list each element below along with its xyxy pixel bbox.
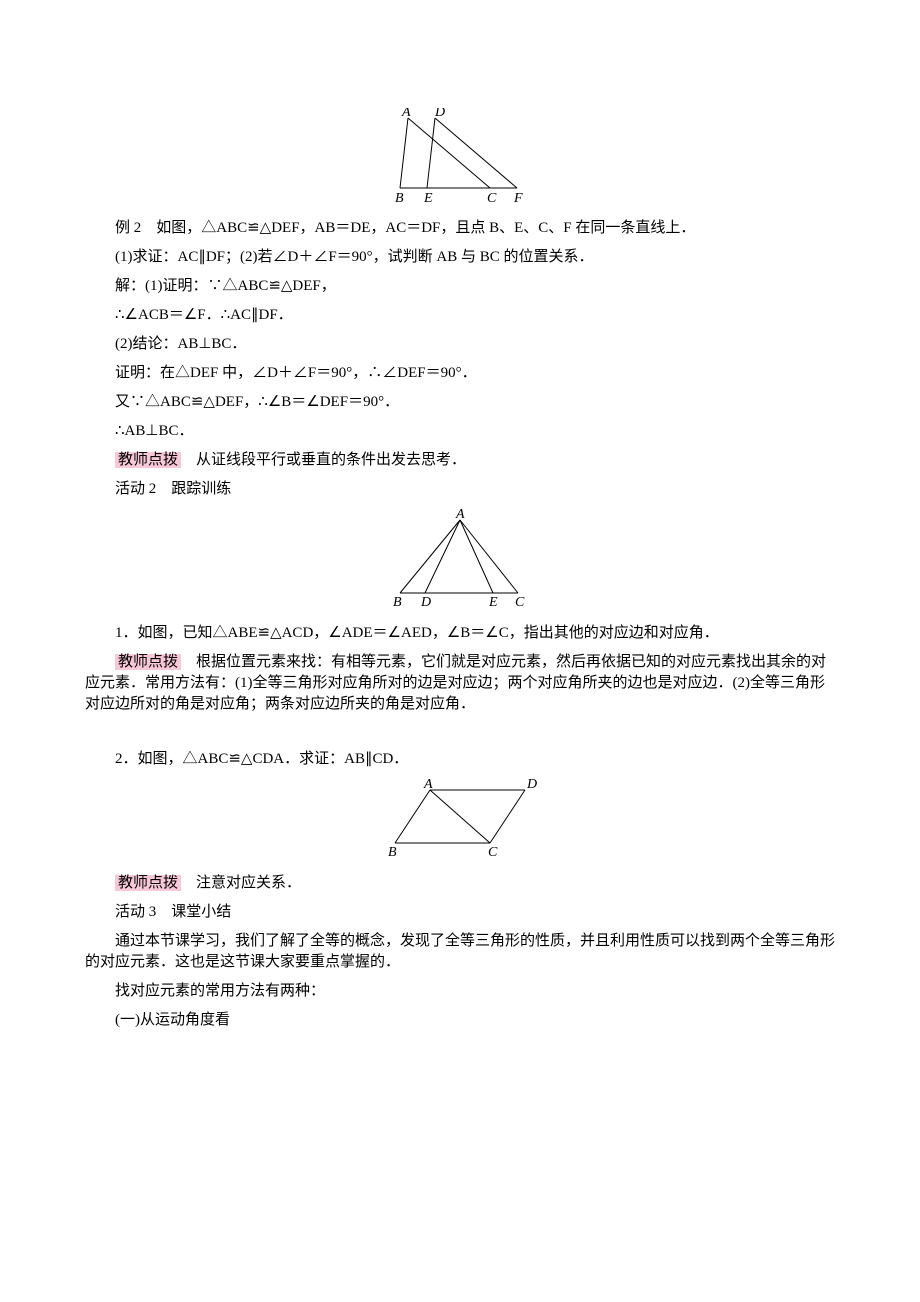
summary-line-3: (一)从运动角度看 (85, 1010, 835, 1031)
figure-3: A D B C (85, 778, 835, 865)
example-2-sol-line3: (2)结论：AB⊥BC． (85, 334, 835, 355)
svg-text:B: B (395, 191, 404, 203)
summary-line-1: 通过本节课学习，我们了解了全等的概念，发现了全等三角形的性质，并且利用性质可以找… (85, 931, 835, 973)
teacher-tip-1-text: 从证线段平行或垂直的条件出发去思考． (181, 452, 466, 468)
svg-text:E: E (423, 191, 433, 203)
svg-text:B: B (393, 595, 402, 608)
figure-2: A B D E C (85, 508, 835, 615)
activity-3-title: 活动 3 课堂小结 (85, 902, 835, 923)
question-1: 1．如图，已知△ABE≌△ACD，∠ADE＝∠AED，∠B＝∠C，指出其他的对应… (85, 623, 835, 644)
svg-text:A: A (423, 778, 433, 792)
triangles-abe-acd-diagram: A B D E C (385, 508, 535, 608)
teacher-tip-2-text: 根据位置元素来找：有相等元素，它们就是对应元素，然后再依据已知的对应元素找出其余… (85, 654, 826, 712)
svg-text:A: A (455, 508, 465, 522)
example-2-sol-line5: 又∵△ABC≌△DEF，∴∠B＝∠DEF＝90°． (85, 392, 835, 413)
svg-text:A: A (401, 108, 411, 120)
figure-1: A D B E C F (85, 108, 835, 210)
svg-text:C: C (488, 845, 498, 858)
example-2-sol-line1: 解：(1)证明：∵△ABC≌△DEF， (85, 276, 835, 297)
svg-text:B: B (388, 845, 397, 858)
teacher-tip-1: 教师点拨 从证线段平行或垂直的条件出发去思考． (85, 450, 835, 471)
svg-text:D: D (434, 108, 445, 120)
parallelogram-abcd-diagram: A D B C (380, 778, 540, 858)
question-2: 2．如图，△ABC≌△CDA．求证：AB∥CD． (85, 749, 835, 770)
triangles-abc-def-diagram: A D B E C F (380, 108, 540, 203)
teacher-tip-3-text: 注意对应关系． (181, 875, 301, 891)
svg-text:F: F (513, 191, 523, 203)
activity-2-title: 活动 2 跟踪训练 (85, 479, 835, 500)
svg-text:C: C (515, 595, 525, 608)
teacher-tip-3: 教师点拨 注意对应关系． (85, 873, 835, 894)
teacher-tip-label: 教师点拨 (115, 452, 181, 468)
svg-text:D: D (420, 595, 431, 608)
teacher-tip-2: 教师点拨 根据位置元素来找：有相等元素，它们就是对应元素，然后再依据已知的对应元… (85, 652, 835, 715)
example-2-question: (1)求证：AC∥DF；(2)若∠D＋∠F＝90°，试判断 AB 与 BC 的位… (85, 247, 835, 268)
example-2-sol-line4: 证明：在△DEF 中，∠D＋∠F＝90°，∴∠DEF＝90°． (85, 363, 835, 384)
example-2-sol-line6: ∴AB⊥BC． (85, 421, 835, 442)
example-2-title: 例 2 如图，△ABC≌△DEF，AB＝DE，AC＝DF，且点 B、E、C、F … (85, 218, 835, 239)
svg-text:C: C (487, 191, 497, 203)
spacer (85, 723, 835, 741)
summary-line-2: 找对应元素的常用方法有两种： (85, 981, 835, 1002)
example-2-sol-line2: ∴∠ACB＝∠F．∴AC∥DF． (85, 305, 835, 326)
svg-text:D: D (526, 778, 537, 792)
page-content: A D B E C F 例 2 如图，△ABC≌△DEF，AB＝DE，AC＝DF，且点 B… (0, 0, 920, 1099)
teacher-tip-label: 教师点拨 (115, 875, 181, 891)
svg-text:E: E (488, 595, 498, 608)
teacher-tip-label: 教师点拨 (115, 654, 181, 670)
